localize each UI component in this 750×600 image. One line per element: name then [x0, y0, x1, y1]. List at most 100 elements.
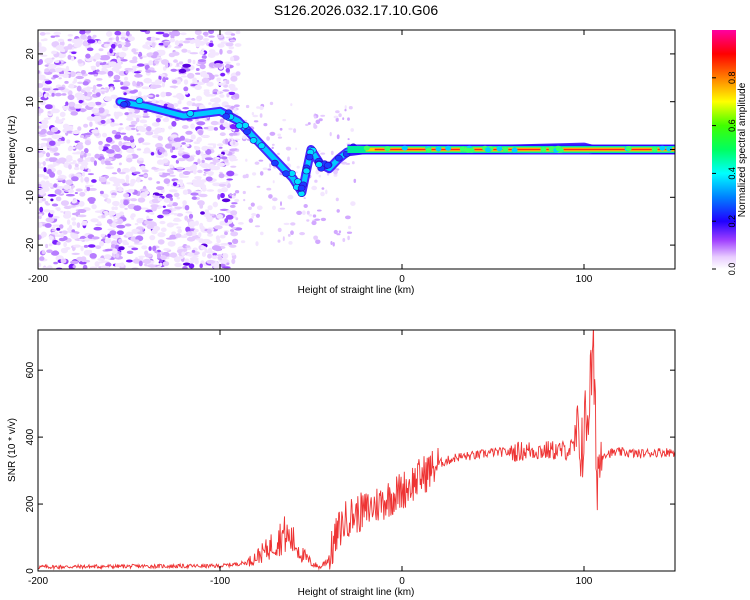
speckle-blob: [215, 235, 220, 241]
speckle-blob: [60, 49, 66, 52]
speckle-blob: [38, 152, 44, 158]
speckle-blob: [184, 166, 193, 171]
speckle-blob: [48, 63, 55, 67]
speckle-blob: [73, 244, 81, 248]
speckle-blob: [175, 233, 182, 238]
speckle-blob: [166, 222, 175, 228]
flat-ridge-blob: [625, 146, 632, 151]
speckle-blob: [160, 91, 167, 98]
speckle-blob: [156, 249, 161, 253]
speckle-blob: [77, 158, 84, 163]
speckle-blob: [97, 70, 107, 75]
speckle-blob: [195, 68, 200, 71]
ridge-blob: [282, 170, 290, 177]
speckle-blob: [228, 219, 233, 224]
x-tick-label: -200: [28, 576, 48, 587]
speckle-blob: [219, 208, 229, 211]
speckle-blob: [118, 127, 122, 132]
ridge-blob: [335, 154, 343, 162]
speckle-blob: [60, 200, 70, 207]
speckle-blob: [50, 231, 59, 235]
speckle-blob: [235, 217, 239, 221]
speckle-blob: [120, 81, 124, 86]
speckle-blob: [269, 101, 274, 106]
speckle-blob: [219, 94, 225, 98]
speckle-blob: [217, 82, 226, 86]
speckle-blob: [56, 169, 63, 176]
speckle-blob: [144, 220, 153, 225]
speckle-blob: [113, 219, 118, 222]
speckle-blob: [222, 253, 229, 259]
speckle-blob: [230, 165, 237, 168]
speckle-blob: [225, 42, 234, 47]
speckle-blob: [222, 89, 230, 92]
speckle-blob: [118, 178, 126, 184]
speckle-blob: [65, 179, 73, 186]
speckle-blob: [133, 114, 142, 119]
speckle-blob: [320, 114, 326, 117]
speckle-blob: [256, 185, 261, 188]
speckle-blob: [115, 35, 120, 42]
speckle-blob: [57, 138, 62, 142]
flat-ridge-blob: [363, 145, 370, 151]
snr-ylabel: SNR (10 * v/v): [7, 418, 18, 482]
speckle-blob: [267, 168, 272, 171]
speckle-blob: [44, 78, 50, 81]
speckle-blob: [181, 125, 189, 129]
speckle-blob: [133, 171, 141, 175]
speckle-blob: [111, 244, 116, 248]
speckle-blob: [43, 38, 48, 41]
speckle-blob: [351, 161, 355, 165]
speckle-blob: [193, 190, 203, 193]
speckle-blob: [137, 231, 146, 235]
speckle-blob: [287, 233, 291, 237]
speckle-blob: [313, 124, 318, 129]
speckle-blob: [113, 79, 121, 83]
speckle-blob: [290, 222, 296, 226]
speckle-blob: [130, 120, 138, 125]
speckle-blob: [333, 169, 338, 175]
speckle-blob: [152, 225, 161, 232]
speckle-blob: [109, 37, 113, 41]
speckle-blob: [111, 43, 116, 49]
speckle-blob: [183, 79, 189, 85]
speckle-blob: [78, 99, 84, 104]
speckle-blob: [220, 72, 226, 77]
flat-ridge-blob: [666, 146, 673, 152]
speckle-blob: [219, 48, 223, 55]
speckle-blob: [118, 246, 125, 251]
speckle-blob: [106, 118, 112, 124]
speckle-blob: [103, 109, 110, 114]
speckle-blob: [111, 222, 118, 228]
speckle-blob: [255, 241, 259, 247]
speckle-blob: [45, 152, 51, 158]
speckle-blob: [57, 38, 65, 43]
speckle-blob: [315, 239, 321, 245]
speckle-blob: [193, 141, 201, 145]
snr-frame: [37, 329, 676, 572]
speckle-blob: [347, 138, 350, 141]
speckle-blob: [51, 57, 55, 60]
speckle-blob: [200, 246, 207, 250]
speckle-blob: [235, 30, 241, 35]
speckle-blob: [105, 149, 115, 154]
speckle-blob: [141, 86, 151, 90]
speckle-blob: [213, 126, 218, 131]
speckle-blob: [125, 137, 131, 142]
speckle-blob: [187, 252, 195, 257]
speckle-blob: [221, 266, 231, 269]
speckle-blob: [199, 64, 206, 70]
speckle-blob: [90, 156, 95, 163]
speckle-blob: [139, 207, 149, 210]
flat-ridge-blob: [540, 147, 547, 152]
speckle-blob: [212, 252, 217, 256]
speckle-blob: [229, 139, 232, 142]
speckle-blob: [159, 220, 166, 225]
speckle-blob: [113, 74, 121, 81]
speckle-blob: [107, 233, 112, 238]
flat-ridge-blob: [485, 147, 491, 153]
speckle-blob: [199, 50, 205, 55]
speckle-blob: [243, 198, 246, 202]
speckle-blob: [233, 138, 241, 141]
speckle-blob: [131, 48, 137, 53]
